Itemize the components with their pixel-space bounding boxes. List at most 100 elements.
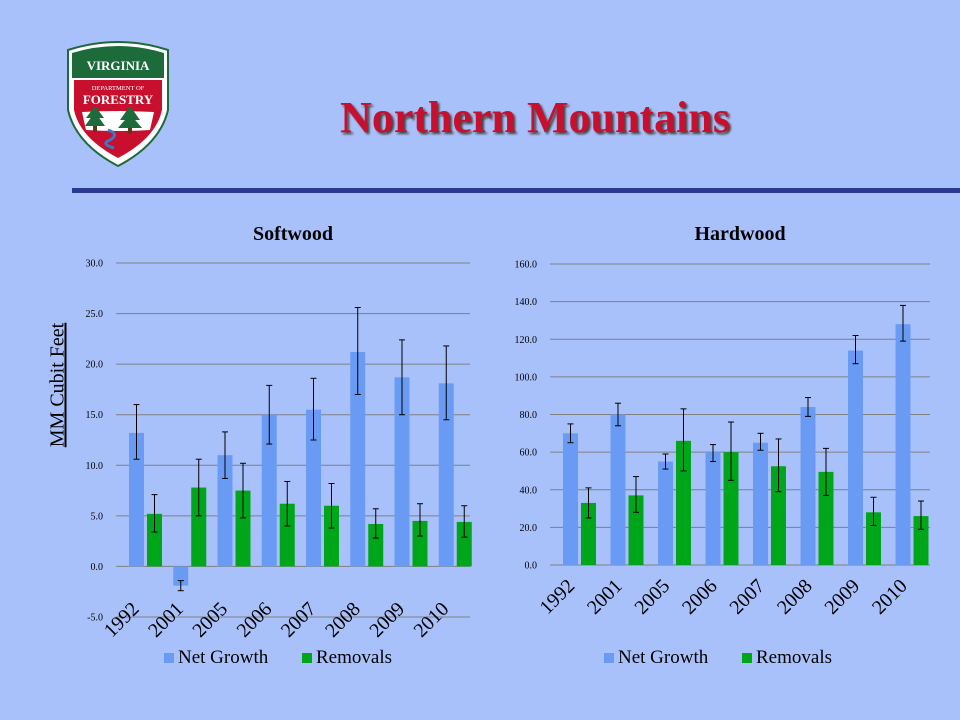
softwood-error-bar-net-growth-2001 <box>177 580 184 592</box>
softwood-bar-net-growth-2010 <box>438 383 454 567</box>
softwood-error-bar-net-growth-1992 <box>133 404 140 460</box>
hardwood-error-bar-removals-2010 <box>918 500 924 530</box>
softwood-y-tick: -5.0 <box>87 613 103 624</box>
softwood-error-bar-net-growth-2009 <box>399 339 405 416</box>
hardwood-bar-net-growth-2001 <box>610 414 626 565</box>
hardwood-y-tick: 140.0 <box>515 297 538 308</box>
hardwood-bar-removals-1992 <box>581 502 596 565</box>
softwood-error-bar-removals-2008 <box>372 508 379 539</box>
softwood-error-bar-net-growth-2006 <box>266 384 273 445</box>
hardwood-error-bar-removals-2009 <box>870 496 877 526</box>
softwood-bar-net-growth-2001 <box>173 566 189 586</box>
softwood-error-bar-net-growth-2005 <box>222 431 228 479</box>
hardwood-y-tick: 20.0 <box>520 523 538 534</box>
hardwood-x-tick-2005: 2005 <box>630 575 674 619</box>
softwood-y-tick: 10.0 <box>86 461 104 472</box>
softwood-y-tick: 5.0 <box>91 511 104 522</box>
softwood-x-tick-2010: 2010 <box>410 598 454 642</box>
hardwood-bar-removals-2005 <box>676 440 691 565</box>
hardwood-chart-title: Hardwood <box>694 223 785 245</box>
hardwood-error-bar-net-growth-2001 <box>615 402 621 427</box>
hardwood-bar-removals-2010 <box>913 516 929 565</box>
softwood-chart-title: Softwood <box>253 223 333 245</box>
softwood-bar-removals-2005 <box>235 490 251 567</box>
softwood-y-tick: 30.0 <box>86 259 104 270</box>
hardwood-error-bar-removals-2008 <box>823 447 829 496</box>
softwood-bar-net-growth-2006 <box>261 414 277 567</box>
softwood-chart: Softwood -5.0 0.0 5.0 10.0 15.0 20.0 25.0 30.0 19… <box>86 223 472 668</box>
hardwood-x-tick-2006: 2006 <box>678 575 722 619</box>
hardwood-error-bar-net-growth-2010 <box>900 304 906 342</box>
softwood-bar-removals-2001 <box>191 487 207 567</box>
hardwood-error-bar-removals-2001 <box>633 476 639 513</box>
hardwood-legend-label-net-growth: Net Growth <box>618 647 709 668</box>
hardwood-error-bar-net-growth-2009 <box>852 334 859 365</box>
softwood-error-bar-removals-2007 <box>328 482 335 529</box>
hardwood-error-bar-removals-2006 <box>728 421 734 481</box>
softwood-legend-label-net-growth: Net Growth <box>178 647 269 668</box>
hardwood-y-tick: 60.0 <box>520 448 538 459</box>
hardwood-error-bar-net-growth-2005 <box>662 453 669 470</box>
hardwood-chart: Hardwood 0.0 20.0 40.0 60.0 80.0 100.0 120.0 140… <box>515 223 930 668</box>
softwood-bar-net-growth-2005 <box>217 455 233 567</box>
softwood-legend-swatch-net-growth <box>164 653 174 663</box>
softwood-x-tick-2009: 2009 <box>365 598 409 642</box>
hardwood-bar-removals-2008 <box>818 471 834 565</box>
hardwood-legend-swatch-net-growth <box>604 653 614 663</box>
hardwood-bar-removals-2006 <box>723 452 739 565</box>
hardwood-bar-removals-2001 <box>628 495 644 565</box>
softwood-bar-net-growth-2007 <box>306 409 321 567</box>
hardwood-error-bar-removals-2007 <box>775 438 782 493</box>
hardwood-y-tick: 120.0 <box>515 335 538 346</box>
hardwood-bar-net-growth-2009 <box>848 350 863 565</box>
softwood-bar-removals-2008 <box>368 523 384 567</box>
hardwood-y-tick: 40.0 <box>520 485 538 496</box>
hardwood-bar-removals-2007 <box>771 466 786 565</box>
softwood-bar-net-growth-2008 <box>350 352 366 567</box>
softwood-error-bar-removals-2010 <box>461 505 468 538</box>
softwood-error-bar-removals-2006 <box>284 480 291 527</box>
hardwood-error-bar-net-growth-2006 <box>710 444 716 463</box>
hardwood-error-bar-net-growth-1992 <box>567 423 574 444</box>
softwood-legend-swatch-removals <box>302 653 312 663</box>
hardwood-y-tick: 100.0 <box>515 372 538 383</box>
hardwood-bar-net-growth-1992 <box>563 433 578 565</box>
hardwood-y-tick: 160.0 <box>515 260 538 271</box>
softwood-legend: Net Growth Removals <box>164 647 392 668</box>
softwood-bar-removals-2007 <box>324 505 339 567</box>
softwood-bar-removals-2006 <box>279 503 295 567</box>
hardwood-x-tick-2010: 2010 <box>868 575 912 619</box>
softwood-bar-removals-1992 <box>147 513 162 567</box>
softwood-legend-label-removals: Removals <box>316 647 392 668</box>
forestry-logo: VIRGINIA DEPARTMENT OF FORESTRY <box>67 41 169 168</box>
hardwood-bar-net-growth-2008 <box>800 406 816 565</box>
hardwood-x-tick-2009: 2009 <box>820 575 864 619</box>
hardwood-x-tick-2001: 2001 <box>583 575 627 619</box>
logo-main-text: FORESTRY <box>83 92 154 107</box>
hardwood-bar-net-growth-2005 <box>658 461 673 565</box>
softwood-x-tick-1992: 1992 <box>100 598 144 642</box>
hardwood-x-tick-2008: 2008 <box>773 575 817 619</box>
softwood-x-tick-2008: 2008 <box>321 598 365 642</box>
hardwood-bar-net-growth-2010 <box>895 324 911 565</box>
softwood-bar-removals-2009 <box>412 520 428 567</box>
hardwood-error-bar-removals-2005 <box>680 408 687 472</box>
softwood-error-bar-removals-1992 <box>151 494 158 533</box>
hardwood-x-tick-2007: 2007 <box>725 575 769 619</box>
hardwood-bar-net-growth-2007 <box>753 442 768 565</box>
softwood-bar-removals-2010 <box>456 521 472 567</box>
page-title: Northern Mountains <box>340 93 730 142</box>
softwood-error-bar-net-growth-2007 <box>310 377 317 441</box>
softwood-x-tick-2007: 2007 <box>277 598 321 642</box>
hardwood-y-tick: 0.0 <box>525 561 538 572</box>
hardwood-bar-removals-2009 <box>866 512 881 565</box>
softwood-x-tick-2005: 2005 <box>188 598 232 642</box>
softwood-error-bar-removals-2009 <box>417 503 423 537</box>
hardwood-y-tick: 80.0 <box>520 410 538 421</box>
hardwood-error-bar-net-growth-2008 <box>805 397 811 417</box>
softwood-y-tick: 15.0 <box>86 410 104 421</box>
softwood-bar-net-growth-2009 <box>394 377 410 567</box>
hardwood-x-tick-1992: 1992 <box>535 575 579 619</box>
softwood-y-tick: 25.0 <box>86 309 104 320</box>
softwood-bar-net-growth-1992 <box>129 432 144 567</box>
